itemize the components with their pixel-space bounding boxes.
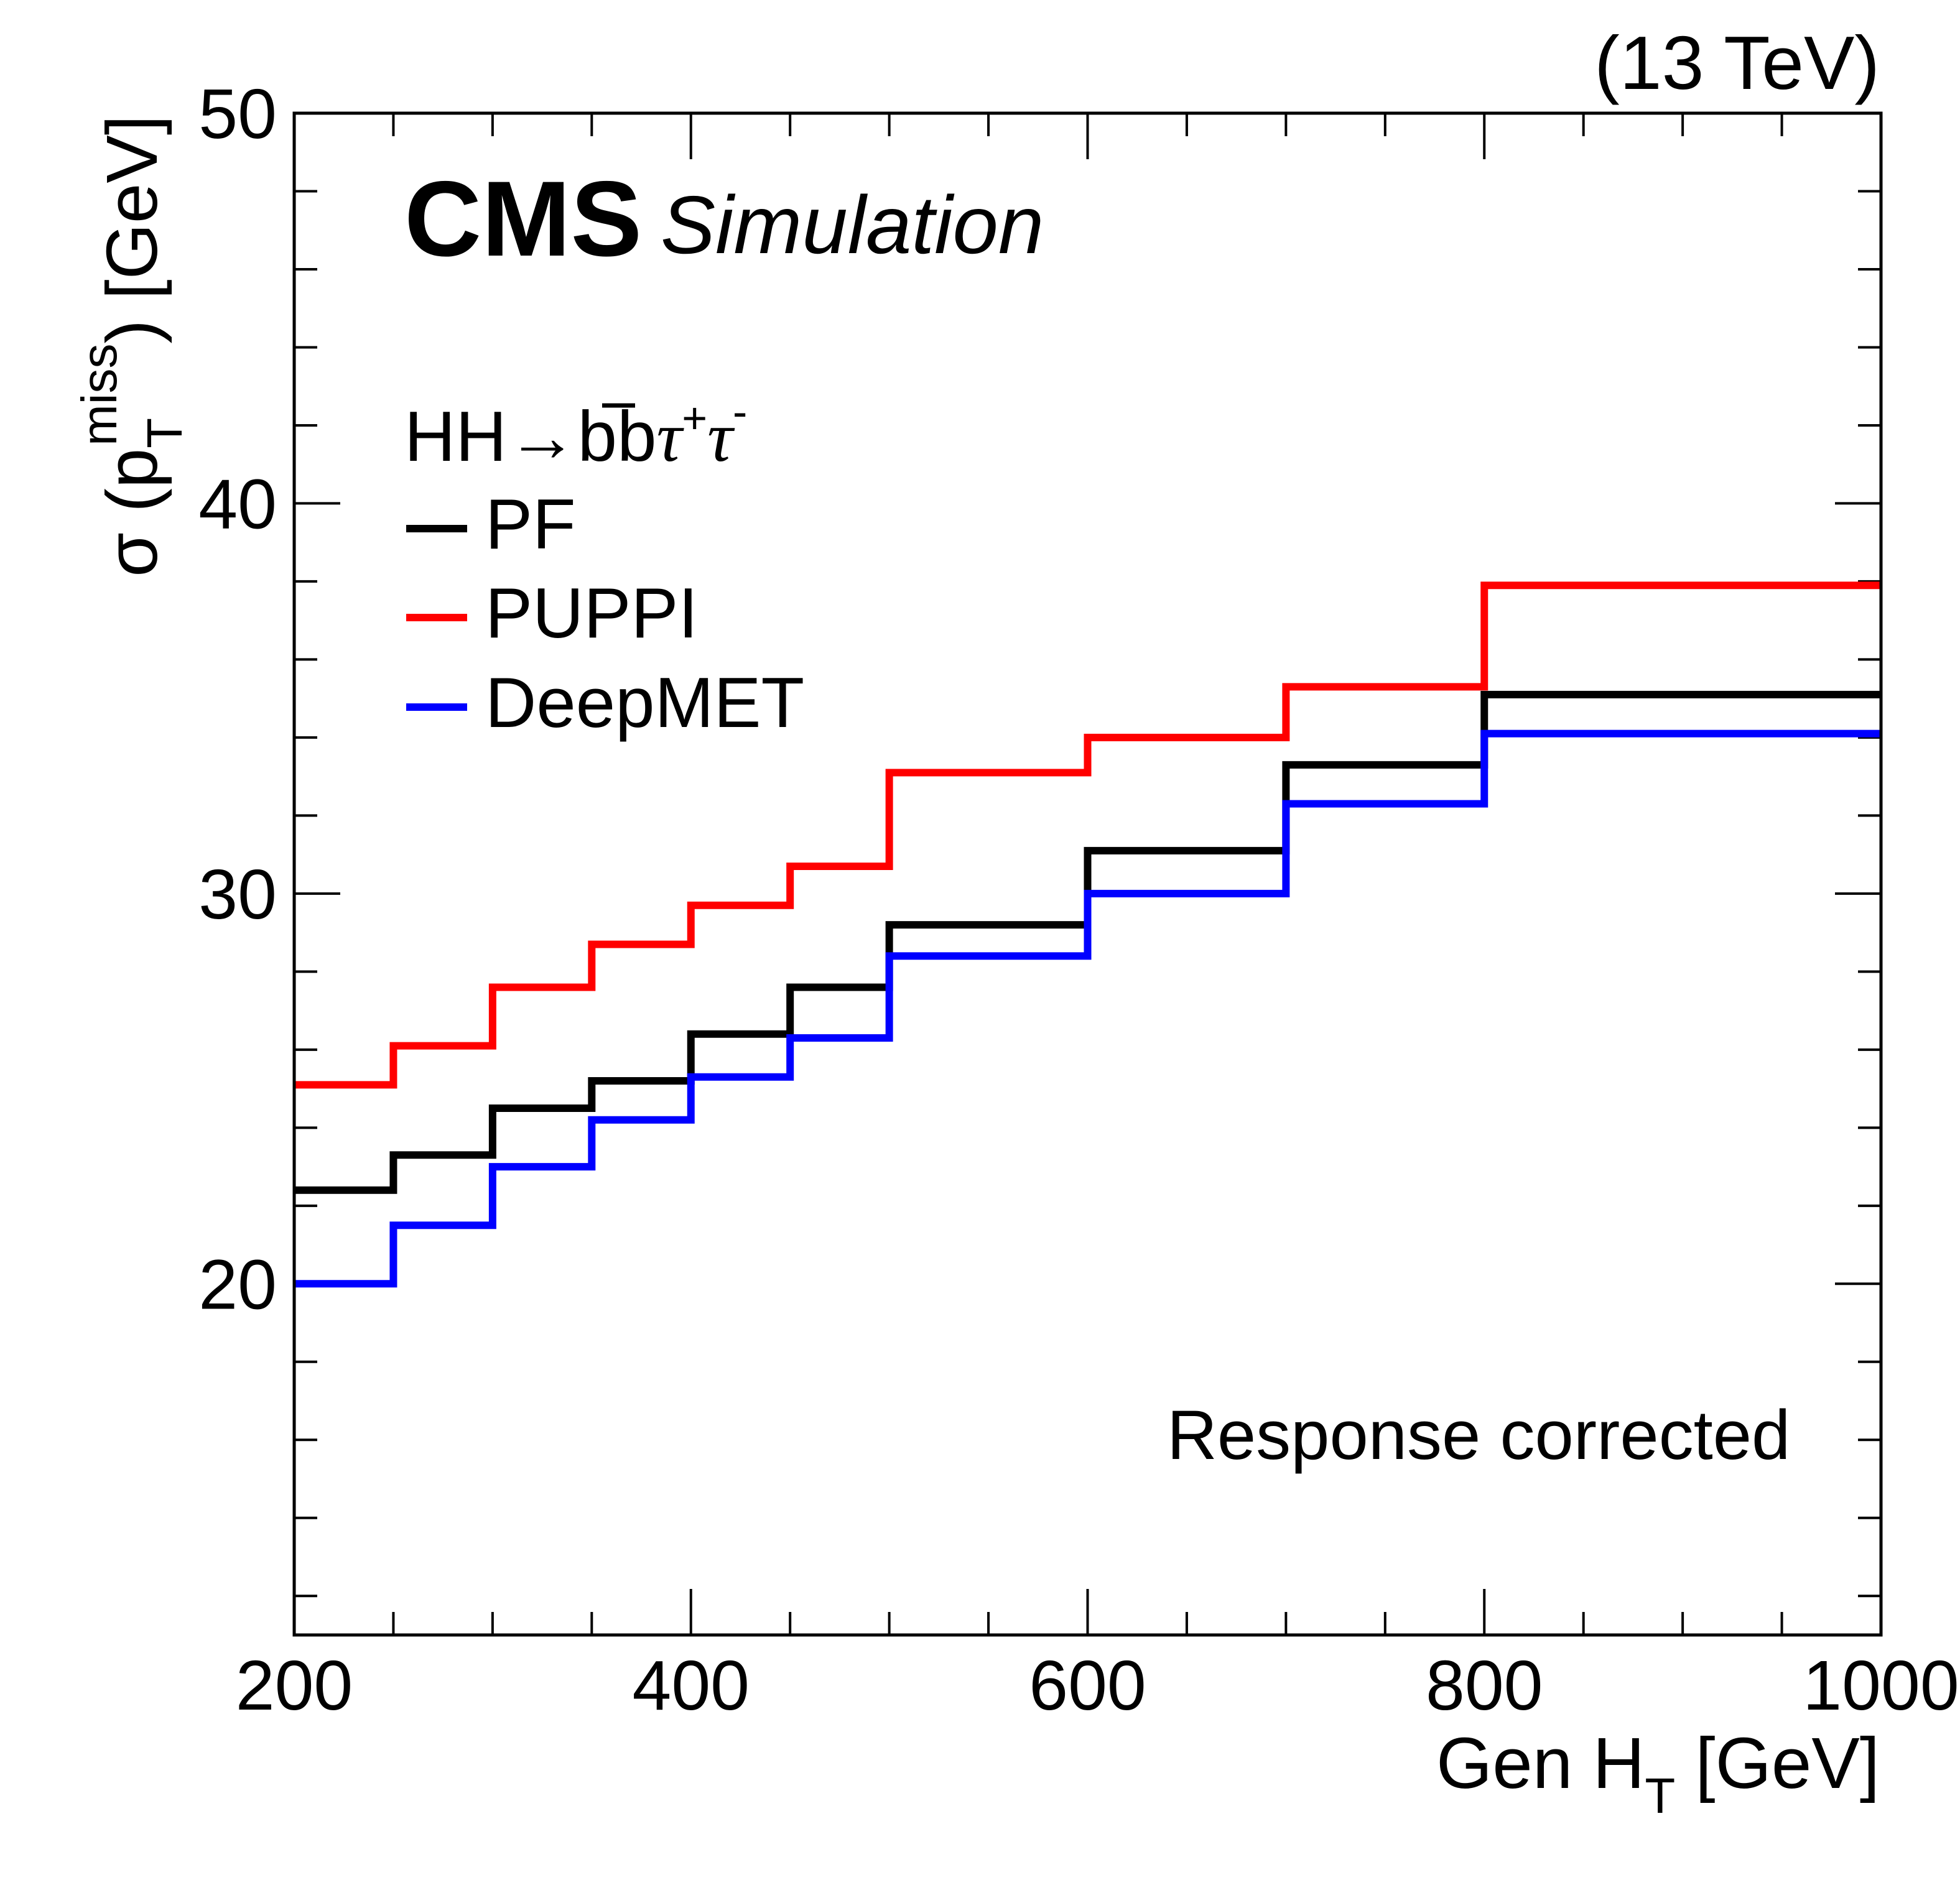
x-tick-label: 400 (632, 1646, 750, 1725)
axis-ticks (293, 112, 1882, 1635)
x-axis-label-main: Gen H (1436, 1723, 1645, 1804)
x-axis-label: Gen HT [GeV] (1436, 1723, 1880, 1823)
y-axis-label: σ (pTmiss) [GeV] (72, 115, 192, 577)
legend-label: PF (485, 485, 576, 564)
process-tau-plus-sup: + (682, 394, 707, 442)
legend-item-deepmet: DeepMET (406, 664, 804, 743)
simulation-label: Simulation (661, 179, 1044, 271)
x-tick-label: 800 (1426, 1646, 1543, 1725)
legend-label: DeepMET (485, 664, 804, 743)
x-tick-label: 200 (236, 1646, 353, 1725)
x-tick-label: 600 (1029, 1646, 1146, 1725)
y-tick-label: 20 (198, 1245, 277, 1323)
legend: PF PUPPI DeepMET (406, 485, 804, 743)
process-tau-minus-sup: - (733, 387, 747, 436)
y-tick-label: 40 (198, 465, 277, 543)
process-tau-minus: τ (707, 397, 735, 476)
legend-item-pf: PF (406, 485, 576, 564)
series-line-pf (294, 690, 1881, 1194)
x-axis-label-unit: [GeV] (1675, 1723, 1880, 1804)
tick-labels: 200 400 600 800 1000 20 30 40 50 (198, 75, 1959, 1725)
legend-item-puppi: PUPPI (406, 574, 698, 653)
plot-frame (292, 111, 1883, 1637)
y-tick-label: 30 (198, 855, 277, 933)
energy-label: (13 TeV) (1594, 21, 1880, 105)
annotation-response-corrected: Response corrected (1167, 1396, 1790, 1474)
y-axis-label-sup: miss (72, 343, 127, 445)
y-axis-label-prefix: σ (p (91, 448, 172, 577)
cms-label: CMS (404, 159, 642, 279)
process-tau-plus: τ (656, 397, 684, 476)
process-bbar: b (617, 397, 656, 476)
series-line-puppi (294, 581, 1881, 1089)
y-axis-label-sub: T (137, 418, 192, 448)
y-axis-label-suffix: ) [GeV] (91, 115, 172, 343)
series-line-deepmet (294, 729, 1881, 1288)
x-axis-label-sub: T (1645, 1768, 1675, 1823)
y-tick-label: 50 (198, 75, 277, 153)
series-group (294, 581, 1881, 1288)
process-label: HH→bbτ+τ- (404, 387, 747, 476)
process-base: HH→b (404, 397, 617, 476)
legend-label: PUPPI (485, 574, 698, 653)
x-tick-label: 1000 (1803, 1646, 1959, 1725)
